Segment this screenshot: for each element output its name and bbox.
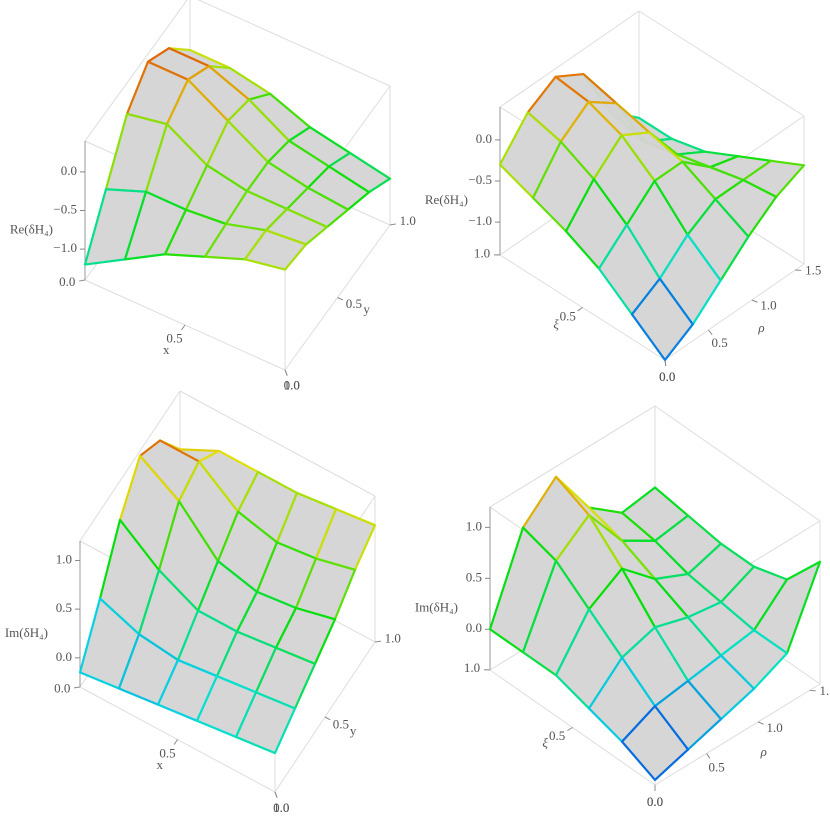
x-tick <box>567 727 573 732</box>
y-tick <box>706 753 711 759</box>
box-edge <box>664 263 805 361</box>
z-tick-label: 1.0 <box>56 551 72 566</box>
box-edge <box>654 683 821 786</box>
y-tick-label: 1.5 <box>819 683 830 698</box>
x-tick <box>181 324 186 331</box>
y-tick <box>274 791 278 798</box>
surface-cell <box>243 229 308 271</box>
x-tick-label: 1.0 <box>474 245 490 260</box>
z-tick-label: 0.5 <box>466 569 482 584</box>
x-tick-label: 1.0 <box>464 660 480 675</box>
y-tick-label: 0.0 <box>647 794 663 809</box>
y-tick-label: 0.5 <box>709 759 725 774</box>
z-tick-label: −0.5 <box>53 201 77 216</box>
x-tick-label: 0.0 <box>647 794 663 809</box>
x-tick-label: 0.0 <box>59 274 75 289</box>
z-tick-label: 0.0 <box>466 620 482 635</box>
y-axis-label: y <box>350 723 357 738</box>
z-tick-label: 0.5 <box>56 600 72 615</box>
y-tick-label: 0.0 <box>273 800 289 815</box>
x-tick-label: 0.0 <box>659 369 675 384</box>
box-edge <box>179 390 376 497</box>
box-edge <box>197 0 391 87</box>
box-edge <box>638 10 805 117</box>
surface-cell <box>630 277 694 362</box>
y-tick <box>389 223 396 226</box>
y-axis-label: ρ <box>760 744 767 759</box>
y-tick-label: 0.0 <box>659 369 675 384</box>
x-tick <box>577 307 583 312</box>
y-tick-label: 1.0 <box>400 213 416 228</box>
x-tick <box>173 739 178 745</box>
y-tick <box>374 640 382 643</box>
x-tick-label: 0.5 <box>560 309 576 324</box>
y-axis-label: y <box>363 302 370 317</box>
x-axis-label: x <box>156 757 163 772</box>
box-edge <box>499 10 640 108</box>
panel: 0.0 0.5 1.0 x 0.0 0.5 1.0 y 0.0 0.5 1.0 Im(δH₄) <box>5 390 401 815</box>
surface-cell <box>620 705 690 782</box>
box-edge <box>489 405 656 508</box>
box-edge <box>84 0 188 142</box>
x-tick-label: 0.0 <box>54 681 70 696</box>
z-tick-label: 0.0 <box>476 131 492 146</box>
y-tick <box>809 689 816 692</box>
x-tick-label: 1.0 <box>273 800 289 815</box>
y-tick-label: 0.5 <box>333 717 349 732</box>
x-tick-label: 0.5 <box>549 728 565 743</box>
z-tick-label: −1.0 <box>53 240 77 255</box>
y-tick-label: 1.0 <box>385 630 401 645</box>
x-tick <box>73 686 81 689</box>
z-tick-label: 0.0 <box>61 163 77 178</box>
panel: 0.0 0.5 1.0 x 0.0 0.5 1.0 y −1.0 −0.5 0.0 Re(δH₄) <box>10 0 416 393</box>
z-tick-label: −0.5 <box>468 172 492 187</box>
z-axis-label: Re(δH₄) <box>10 221 53 236</box>
x-tick-label: 0.5 <box>166 331 182 346</box>
x-axis-label: ξ <box>542 735 548 750</box>
y-tick-label: 0.0 <box>284 378 300 393</box>
x-axis-label: x <box>163 342 170 357</box>
y-tick <box>337 297 344 301</box>
panel: 0.00.51.0ξ0.00.51.01.5ρ0.00.51.0Im(δH₄) <box>415 405 830 809</box>
y-tick-label: 1.0 <box>760 298 776 313</box>
z-axis-label: Im(δH₄) <box>415 599 458 614</box>
y-tick-label: 1.0 <box>767 720 783 735</box>
box-edge <box>79 390 181 542</box>
z-axis-label: Im(δH₄) <box>5 625 48 640</box>
z-tick-label: 0.0 <box>56 649 72 664</box>
panel: 0.00.51.0ξ0.00.51.01.5ρ−1.0−0.50.0Re(δH₄… <box>425 10 821 384</box>
z-axis-label: Re(δH₄) <box>425 192 468 207</box>
y-tick <box>324 716 331 721</box>
y-tick <box>284 369 288 376</box>
y-tick-label: 1.5 <box>805 262 821 277</box>
z-tick-label: 1.0 <box>466 518 482 533</box>
y-axis-label: ρ <box>757 320 764 335</box>
y-tick-label: 0.5 <box>712 335 728 350</box>
y-tick <box>757 721 764 725</box>
x-axis-label: ξ <box>553 317 559 332</box>
y-tick <box>708 329 713 335</box>
x-tick <box>79 279 86 282</box>
y-tick <box>751 299 758 303</box>
box-edge <box>654 405 821 522</box>
x-tick-label: 0.5 <box>159 745 175 760</box>
y-tick-label: 0.5 <box>346 296 362 311</box>
surface-cell <box>234 691 297 755</box>
z-tick-label: −1.0 <box>468 213 492 228</box>
x-tick-label: 1.0 <box>284 378 300 393</box>
